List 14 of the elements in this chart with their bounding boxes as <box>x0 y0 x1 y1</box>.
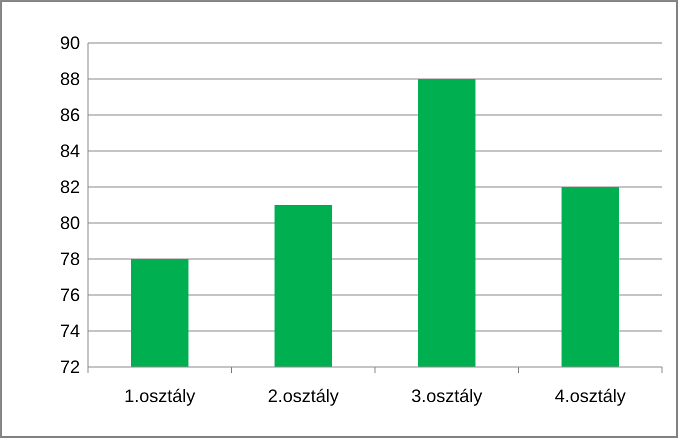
x-tick-label: 2.osztály <box>268 386 339 406</box>
y-tick-label: 74 <box>60 320 80 341</box>
x-tick-label: 4.osztály <box>554 386 626 406</box>
y-tick-label: 90 <box>60 32 80 53</box>
y-tick-label: 72 <box>60 356 80 377</box>
y-tick-label: 88 <box>60 68 80 89</box>
y-tick-label: 82 <box>60 176 80 197</box>
y-tick-label: 76 <box>60 284 80 305</box>
y-tick-label: 86 <box>60 104 80 125</box>
x-tick-label: 3.osztály <box>411 386 482 406</box>
y-tick-label: 78 <box>60 248 80 269</box>
x-tick-label: 1.osztály <box>124 386 196 406</box>
y-tick-label: 84 <box>60 140 80 161</box>
y-tick-label: 80 <box>60 212 80 233</box>
